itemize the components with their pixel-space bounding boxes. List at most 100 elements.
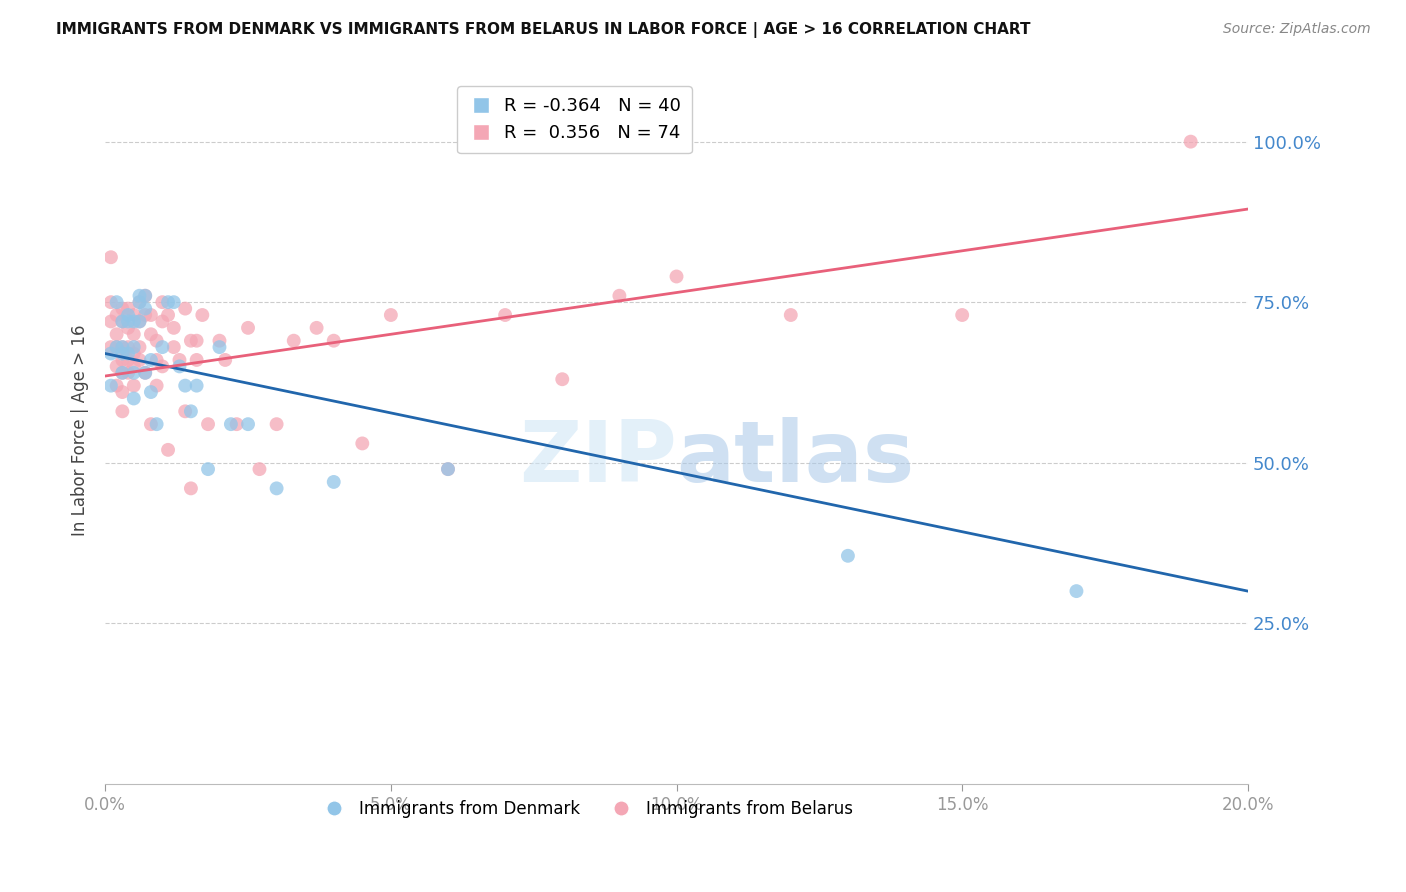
Point [122,314,145,328]
Point [174,301,197,316]
Point [352,436,374,450]
Point [139,327,162,342]
Point [283,334,305,348]
Point [122,378,145,392]
Point [950,308,973,322]
Point [174,378,197,392]
Point [139,353,162,368]
Point [128,314,150,328]
Point [100,378,122,392]
Point [150,340,173,354]
Point [551,372,574,386]
Point [134,366,156,380]
Point [145,417,167,432]
Point [122,366,145,380]
Point [111,366,134,380]
Point [128,314,150,328]
Point [150,314,173,328]
Point [249,462,271,476]
Point [1180,135,1202,149]
Point [111,340,134,354]
Point [322,475,344,489]
Point [111,314,134,328]
Point [225,417,247,432]
Point [186,334,208,348]
Point [128,289,150,303]
Point [117,340,139,354]
Point [186,378,208,392]
Point [236,321,259,335]
Point [134,366,156,380]
Point [494,308,516,322]
Point [122,308,145,322]
Text: ZIP: ZIP [519,417,676,500]
Point [214,353,236,368]
Point [105,378,128,392]
Point [134,289,156,303]
Point [305,321,328,335]
Point [117,346,139,360]
Point [186,353,208,368]
Point [665,269,688,284]
Point [134,308,156,322]
Point [105,340,128,354]
Point [122,327,145,342]
Point [122,392,145,406]
Point [128,353,150,368]
Point [100,314,122,328]
Point [145,334,167,348]
Point [139,385,162,400]
Point [128,340,150,354]
Point [197,462,219,476]
Point [180,404,202,418]
Point [100,346,122,360]
Point [117,353,139,368]
Point [174,404,197,418]
Point [322,334,344,348]
Point [157,308,180,322]
Point [105,327,128,342]
Point [1066,584,1088,599]
Text: Source: ZipAtlas.com: Source: ZipAtlas.com [1223,22,1371,37]
Point [219,417,242,432]
Point [117,366,139,380]
Point [157,442,180,457]
Point [122,359,145,374]
Legend: Immigrants from Denmark, Immigrants from Belarus: Immigrants from Denmark, Immigrants from… [311,794,860,825]
Point [111,340,134,354]
Point [117,314,139,328]
Point [111,314,134,328]
Point [191,308,214,322]
Point [163,340,186,354]
Point [437,462,460,476]
Point [105,308,128,322]
Point [117,308,139,322]
Y-axis label: In Labor Force | Age > 16: In Labor Force | Age > 16 [72,325,89,536]
Point [139,417,162,432]
Point [128,295,150,310]
Point [100,250,122,264]
Point [197,417,219,432]
Text: IMMIGRANTS FROM DENMARK VS IMMIGRANTS FROM BELARUS IN LABOR FORCE | AGE > 16 COR: IMMIGRANTS FROM DENMARK VS IMMIGRANTS FR… [56,22,1031,38]
Point [134,301,156,316]
Point [145,378,167,392]
Point [163,321,186,335]
Point [180,334,202,348]
Point [163,295,186,310]
Text: atlas: atlas [676,417,915,500]
Point [111,346,134,360]
Point [266,417,288,432]
Point [437,462,460,476]
Point [169,353,191,368]
Point [380,308,402,322]
Point [150,295,173,310]
Point [105,340,128,354]
Point [266,482,288,496]
Point [208,334,231,348]
Point [180,482,202,496]
Point [139,308,162,322]
Point [100,295,122,310]
Point [609,289,631,303]
Point [236,417,259,432]
Point [117,301,139,316]
